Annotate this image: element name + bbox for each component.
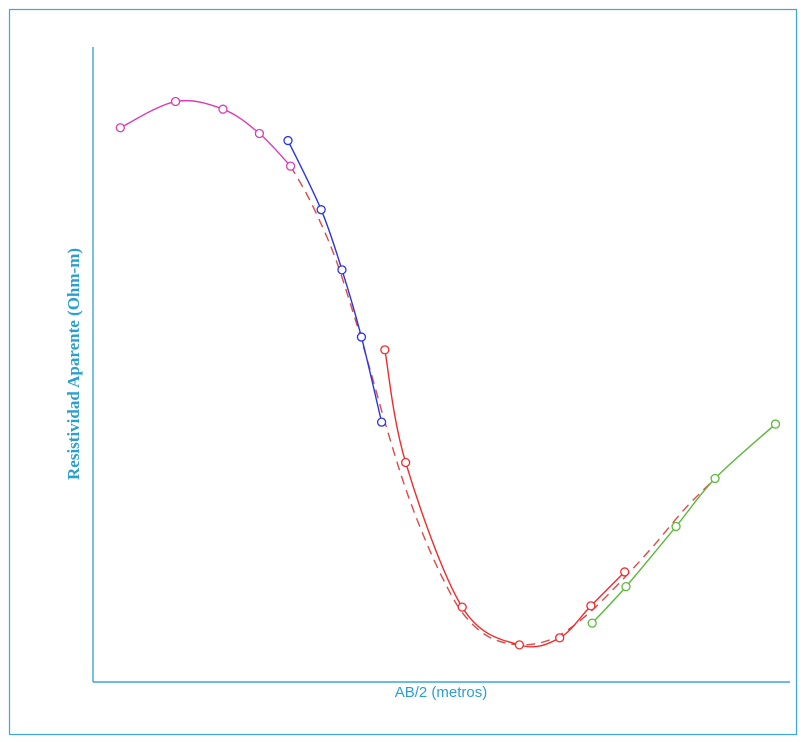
data-point-series-3-1 bbox=[380, 345, 390, 355]
data-point-series-2-4 bbox=[356, 332, 367, 342]
data-point-series-4-3 bbox=[671, 521, 681, 532]
data-point-series-4-1 bbox=[587, 618, 597, 628]
data-point-series-3-6 bbox=[586, 601, 596, 611]
data-point-series-4-2 bbox=[621, 581, 631, 592]
data-point-series-1-5 bbox=[285, 161, 296, 171]
chart-border bbox=[8, 8, 798, 736]
data-point-series-1-3 bbox=[218, 104, 228, 114]
data-point-series-3-4 bbox=[514, 640, 525, 650]
data-point-series-4-5 bbox=[770, 419, 781, 429]
data-point-series-3-7 bbox=[620, 567, 630, 577]
plot-area bbox=[115, 96, 781, 650]
data-point-series-3-3 bbox=[457, 602, 467, 612]
data-point-series-3-2 bbox=[400, 457, 411, 468]
y-axis-title: Resistividad Aparente (Ohm-m) bbox=[64, 248, 83, 480]
data-point-series-2-1 bbox=[283, 135, 293, 146]
data-point-series-1-2 bbox=[170, 96, 181, 107]
x-axis-title: AB/2 (metros) bbox=[395, 684, 488, 701]
data-point-series-2-3 bbox=[337, 265, 347, 275]
series-line-1 bbox=[119, 99, 292, 167]
data-point-series-3-5 bbox=[555, 633, 565, 643]
data-point-series-1-1 bbox=[115, 123, 125, 133]
data-point-series-1-4 bbox=[254, 128, 265, 139]
data-point-series-4-4 bbox=[710, 473, 720, 484]
dashed-fit-line-5 bbox=[289, 165, 716, 646]
series-line-4 bbox=[591, 423, 776, 624]
data-point-series-2-5 bbox=[376, 417, 387, 427]
series-line-2 bbox=[287, 140, 383, 423]
data-point-series-2-2 bbox=[316, 205, 326, 215]
